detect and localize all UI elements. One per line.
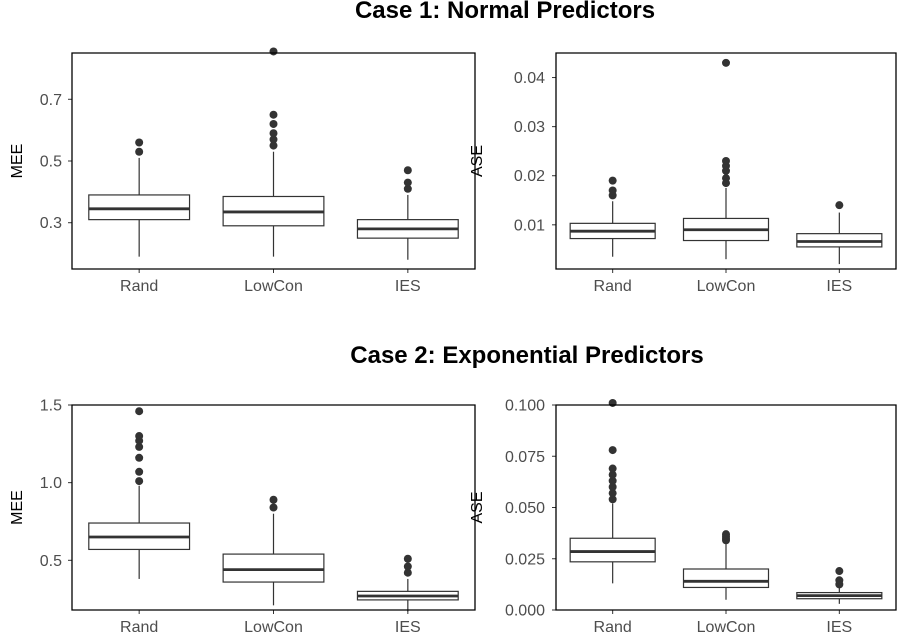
outlier-point (269, 141, 278, 150)
outlier-point (608, 446, 617, 455)
y-tick-label: 0.100 (505, 398, 545, 415)
case1-ase-panel: 0.01 0.02 0.03 0.04 Rand LowCon IES ASE (469, 52, 897, 295)
box-ies (356, 554, 459, 612)
case1-mee-panel: 0.3 0.5 0.7 Rand LowCon IES MEE (9, 47, 476, 295)
outlier-point (135, 453, 144, 462)
y-tick-label: 0.050 (505, 500, 545, 517)
outlier-point (135, 432, 144, 441)
outlier-point (403, 562, 412, 571)
x-tick-label: LowCon (244, 619, 303, 636)
outlier-point (835, 576, 844, 585)
x-tick-label: Rand (594, 278, 632, 295)
y-axis-label: MEE (9, 490, 26, 525)
outlier-point (269, 119, 278, 128)
y-tick-label: 1.5 (40, 398, 62, 415)
x-tick-label: IES (395, 278, 421, 295)
x-tick-label: LowCon (244, 278, 303, 295)
box-ies (356, 166, 459, 260)
outlier-point (269, 503, 278, 512)
x-tick-label: LowCon (697, 278, 756, 295)
box-lowcon (682, 530, 770, 600)
outlier-point (269, 129, 278, 138)
panel-border (555, 52, 897, 270)
y-tick-label: 0.5 (40, 154, 62, 171)
outlier-point (403, 568, 412, 577)
x-tick-label: IES (826, 619, 852, 636)
panel-border (71, 404, 476, 611)
outlier-point (135, 407, 144, 416)
x-tick-label: IES (395, 619, 421, 636)
box-rand (88, 138, 191, 257)
outlier-point (403, 184, 412, 193)
outlier-point (722, 174, 730, 183)
outlier-point (269, 47, 278, 56)
outlier-point (608, 483, 617, 491)
iqr-box (569, 537, 656, 563)
x-tick-label: Rand (120, 278, 158, 295)
outlier-point (608, 470, 617, 479)
box-rand (569, 176, 656, 257)
outlier-point (608, 489, 617, 498)
y-axis-label: ASE (469, 491, 486, 523)
outlier-point (135, 477, 144, 486)
outlier-point (608, 464, 617, 473)
y-tick-label: 0.01 (514, 217, 545, 234)
outlier-point (135, 147, 144, 156)
case2-ase-panel: 0.000 0.025 0.050 0.075 0.100 Rand LowCon IES AS… (469, 398, 897, 636)
outlier-point (269, 135, 278, 144)
outlier-point (608, 476, 617, 485)
box-ies (796, 201, 883, 265)
outlier-point (135, 138, 144, 147)
y-tick-label: 0.03 (514, 119, 545, 136)
y-tick-label: 0.7 (40, 92, 62, 109)
x-tick-label: Rand (120, 619, 158, 636)
outlier-point (835, 201, 844, 210)
outlier-point (608, 495, 617, 504)
outlier-point (269, 495, 278, 504)
y-axis-label: ASE (469, 145, 486, 177)
iqr-box (88, 194, 191, 221)
iqr-box (222, 553, 325, 583)
outlier-point (835, 567, 844, 576)
outlier-point (608, 186, 617, 195)
outlier-point (269, 110, 278, 119)
case1-title: Case 1: Normal Predictors (355, 0, 655, 24)
y-tick-label: 0.000 (505, 603, 545, 620)
y-tick-label: 0.5 (40, 553, 62, 570)
outlier-point (403, 178, 412, 187)
box-rand (569, 398, 656, 584)
box-lowcon (222, 495, 325, 606)
outlier-point (608, 398, 617, 407)
case2-mee-panel: 0.5 1.0 1.5 Rand LowCon IES MEE (9, 398, 476, 636)
outlier-point (403, 554, 412, 563)
panel-border (71, 52, 476, 270)
box-rand (88, 407, 191, 579)
iqr-box (682, 568, 770, 589)
y-tick-label: 1.0 (40, 475, 62, 492)
outlier-point (403, 166, 412, 175)
y-tick-label: 0.02 (514, 168, 545, 185)
outlier-point (722, 157, 730, 165)
x-tick-label: Rand (594, 619, 632, 636)
case2-title: Case 2: Exponential Predictors (350, 342, 703, 369)
y-tick-label: 0.075 (505, 449, 545, 466)
box-lowcon (222, 47, 325, 257)
outlier-point (722, 58, 730, 67)
x-tick-label: LowCon (697, 619, 756, 636)
outlier-point (722, 530, 730, 539)
y-axis-label: MEE (9, 144, 26, 179)
box-ies (796, 567, 883, 604)
y-tick-label: 0.04 (514, 70, 545, 87)
x-tick-label: IES (826, 278, 852, 295)
outlier-point (135, 467, 144, 476)
panel-border (555, 404, 897, 611)
y-tick-label: 0.3 (40, 215, 62, 232)
outlier-point (135, 442, 144, 451)
outlier-point (608, 176, 617, 185)
y-tick-label: 0.025 (505, 551, 545, 568)
box-lowcon (682, 58, 770, 260)
